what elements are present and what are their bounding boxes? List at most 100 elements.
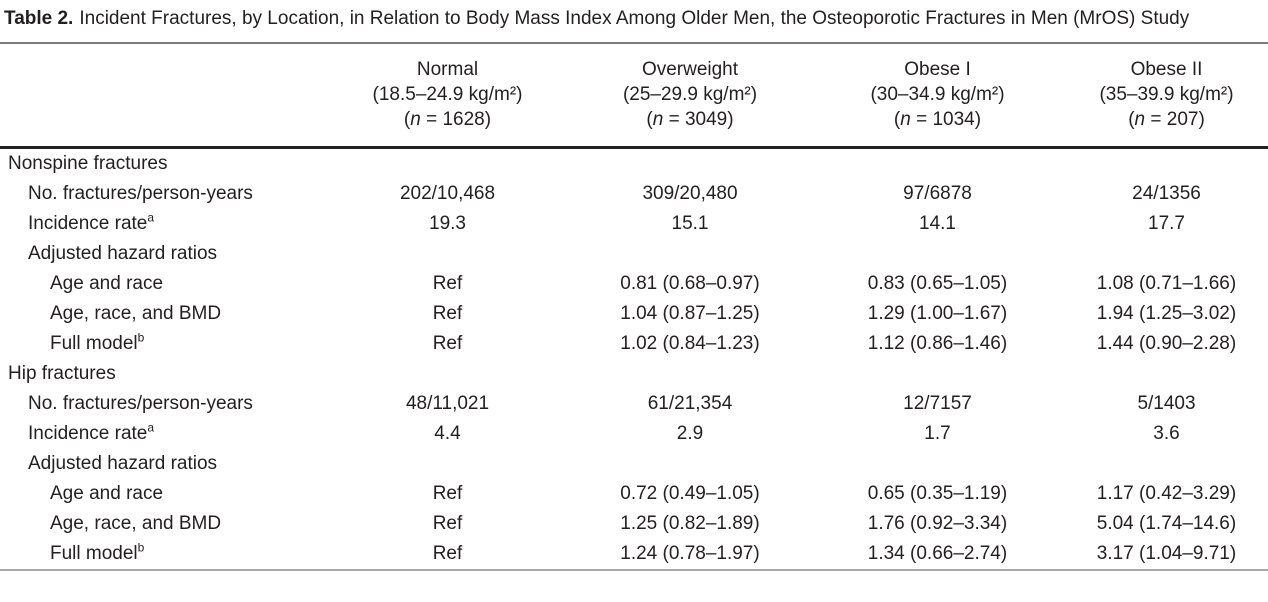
table-row: No. fractures/person-years 48/11,021 61/… — [0, 389, 1268, 419]
column-range: (18.5–24.9 kg/m²) — [372, 84, 523, 105]
column-label: Overweight — [641, 59, 739, 80]
column-n: (n = 3049) — [570, 107, 810, 132]
cell-obese-2: 24/1356 — [1132, 183, 1201, 204]
n-value: = 1628) — [420, 109, 492, 130]
cell-obese-2: 5.04 (1.74–14.6) — [1096, 513, 1237, 534]
cell-normal — [325, 239, 570, 269]
column-n: (n = 1034) — [810, 107, 1065, 132]
cell-obese-1: 14.1 — [919, 213, 956, 234]
row-label: Adjusted hazard ratios — [0, 449, 325, 479]
row-label-text: Adjusted hazard ratios — [28, 453, 218, 474]
cell-obese-2 — [1065, 148, 1268, 180]
cell-obese-2 — [1065, 359, 1268, 389]
column-range: (25–29.9 kg/m²) — [622, 84, 758, 105]
row-label: Age, race, and BMD — [0, 509, 325, 539]
table-row: Incidence ratea 19.3 15.1 14.1 17.7 — [0, 209, 1268, 239]
cell-obese-1 — [810, 449, 1065, 479]
table-body: Nonspine fractures No. fractures/person-… — [0, 148, 1268, 571]
cell-normal: Ref — [432, 513, 463, 534]
footnote-marker-a: a — [147, 420, 155, 435]
cell-normal — [325, 449, 570, 479]
cell-overweight — [570, 148, 810, 180]
n-value: = 3049) — [663, 109, 734, 130]
cell-normal: Ref — [432, 303, 463, 324]
row-label-text: Age and race — [50, 483, 164, 504]
column-range: (35–39.9 kg/m²) — [1099, 84, 1234, 105]
column-header-obese-1: Obese I (30–34.9 kg/m²) (n = 1034) — [810, 42, 1065, 149]
row-label-text: Age, race, and BMD — [50, 303, 222, 324]
corner-cell — [0, 42, 325, 149]
row-label-text: Age and race — [50, 273, 164, 294]
cell-obese-1: 12/7157 — [903, 393, 972, 414]
cell-obese-2: 1.94 (1.25–3.02) — [1096, 303, 1237, 324]
cell-overweight: 309/20,480 — [642, 183, 738, 204]
cell-normal: Ref — [432, 333, 463, 354]
n-open: ( — [1128, 109, 1135, 130]
column-n: (n = 207) — [1065, 107, 1268, 132]
cell-obese-1: 1.29 (1.00–1.67) — [867, 303, 1008, 324]
cell-obese-1: 0.65 (0.35–1.19) — [867, 483, 1008, 504]
cell-normal: Ref — [432, 273, 463, 294]
cell-obese-2 — [1065, 239, 1268, 269]
cell-obese-1 — [810, 239, 1065, 269]
column-label: Obese I — [904, 59, 971, 80]
row-label-text: Nonspine fractures — [8, 153, 168, 174]
n-symbol: n — [410, 109, 421, 130]
row-label: No. fractures/person-years — [0, 389, 325, 419]
cell-overweight: 1.24 (0.78–1.97) — [570, 539, 810, 571]
cell-obese-2: 5/1403 — [1137, 393, 1196, 414]
cell-obese-2 — [1065, 449, 1268, 479]
row-label-text: Incidence rate — [28, 423, 148, 444]
cell-normal: 48/11,021 — [405, 393, 490, 414]
n-open: ( — [403, 109, 411, 130]
row-label: Nonspine fractures — [0, 148, 325, 180]
row-label-text: Age, race, and BMD — [50, 513, 222, 534]
row-label: Age and race — [0, 479, 325, 509]
cell-normal: Ref — [432, 483, 463, 504]
table-row: No. fractures/person-years 202/10,468 30… — [0, 179, 1268, 209]
row-label-text: No. fractures/person-years — [28, 393, 253, 414]
n-value: = 207) — [1145, 109, 1205, 130]
table-row: Full modelb Ref 1.02 (0.84–1.23) 1.12 (0… — [0, 329, 1268, 359]
cell-obese-1: 0.83 (0.65–1.05) — [867, 273, 1008, 294]
table-row-section-nonspine: Nonspine fractures — [0, 148, 1268, 180]
cell-obese-2: 1.08 (0.71–1.66) — [1096, 273, 1237, 294]
cell-overweight: 15.1 — [671, 213, 709, 234]
cell-obese-1: 1.7 — [924, 423, 951, 444]
cell-obese-2: 1.17 (0.42–3.29) — [1096, 483, 1237, 504]
table-row: Age and race Ref 0.81 (0.68–0.97) 0.83 (… — [0, 269, 1268, 299]
row-label-text: Full model — [50, 543, 138, 564]
column-header-overweight: Overweight (25–29.9 kg/m²) (n = 3049) — [570, 42, 810, 149]
column-label: Normal — [416, 59, 479, 80]
table-row: Incidence ratea 4.4 2.9 1.7 3.6 — [0, 419, 1268, 449]
cell-normal: Ref — [325, 539, 570, 571]
cell-obese-2: 3.6 — [1153, 423, 1180, 444]
header-row: Normal (18.5–24.9 kg/m²) (n = 1628) Over… — [0, 42, 1268, 149]
cell-overweight: 61/21,354 — [647, 393, 733, 414]
table-header: Normal (18.5–24.9 kg/m²) (n = 1628) Over… — [0, 42, 1268, 149]
table-row: Full modelb Ref 1.24 (0.78–1.97) 1.34 (0… — [0, 539, 1268, 571]
row-label-text: Hip fractures — [8, 363, 116, 384]
n-symbol: n — [652, 109, 664, 130]
table-row: Age and race Ref 0.72 (0.49–1.05) 0.65 (… — [0, 479, 1268, 509]
table-number: Table 2. — [4, 8, 74, 29]
cell-normal: 202/10,468 — [399, 183, 496, 204]
cell-overweight — [570, 359, 810, 389]
data-table: Normal (18.5–24.9 kg/m²) (n = 1628) Over… — [0, 42, 1268, 571]
cell-overweight: 1.25 (0.82–1.89) — [620, 513, 760, 534]
row-label: Full modelb — [0, 539, 325, 571]
n-symbol: n — [900, 109, 911, 130]
row-label: Incidence ratea — [0, 209, 325, 239]
table-title-text: Incident Fractures, by Location, in Rela… — [79, 8, 1190, 29]
row-label-text: Incidence rate — [28, 213, 148, 234]
cell-overweight: 1.02 (0.84–1.23) — [620, 333, 760, 354]
column-label: Obese II — [1130, 59, 1203, 80]
footnote-marker-b: b — [137, 540, 145, 555]
cell-obese-1 — [810, 359, 1065, 389]
cell-overweight: 0.72 (0.49–1.05) — [620, 483, 760, 504]
cell-overweight: 2.9 — [676, 423, 704, 444]
cell-normal: 4.4 — [434, 423, 461, 444]
cell-obese-1: 1.76 (0.92–3.34) — [867, 513, 1008, 534]
column-header-normal: Normal (18.5–24.9 kg/m²) (n = 1628) — [325, 42, 570, 149]
